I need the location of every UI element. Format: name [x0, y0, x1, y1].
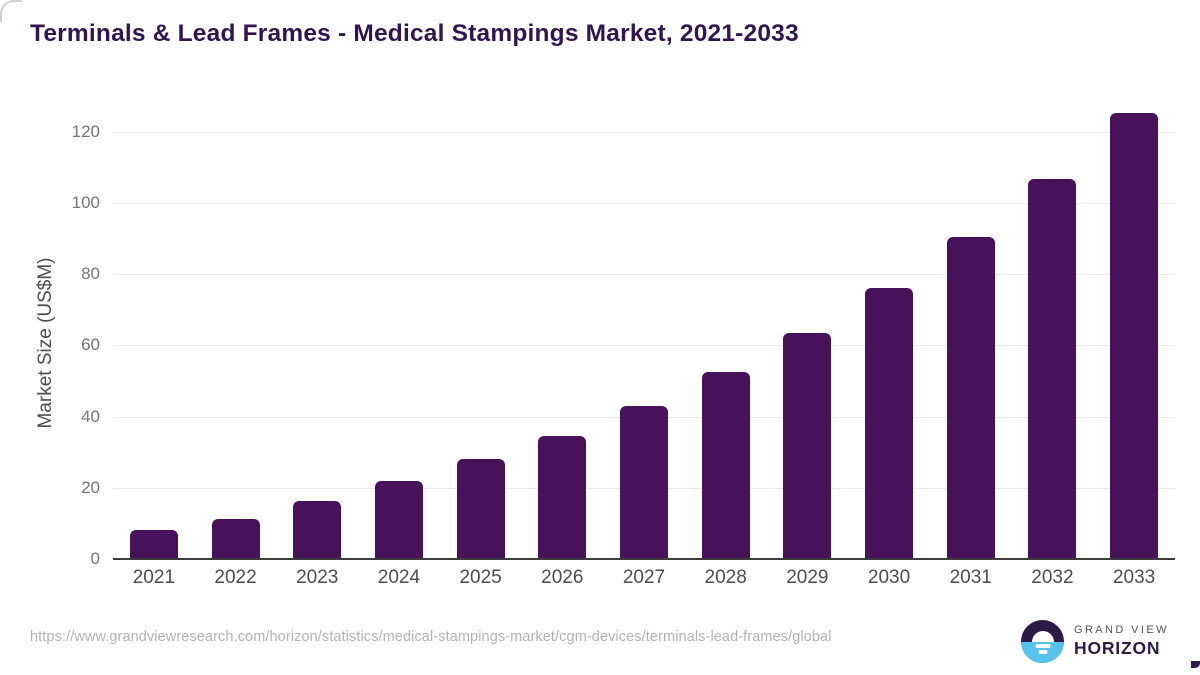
card-corner-border: [0, 0, 22, 22]
x-tick-label-2022: 2022: [214, 567, 257, 588]
x-tick-label-2027: 2027: [622, 567, 666, 588]
bar-slot-2027: [603, 96, 685, 559]
bar-slot-2031: [930, 96, 1012, 559]
bar-slot-2033: [1093, 96, 1175, 559]
bar-2033: [1110, 113, 1159, 559]
bar-slot-2029: [767, 96, 849, 559]
x-tick-label-2031: 2031: [949, 567, 992, 588]
logo-text-horizon: HORIZON: [1074, 638, 1161, 658]
gridline-60: [113, 345, 1175, 347]
x-tick-label-2023: 2023: [296, 567, 339, 588]
x-tick-label-2024: 2024: [377, 567, 421, 588]
bar-slot-2030: [848, 96, 930, 559]
x-tick-label-2025: 2025: [459, 567, 502, 588]
bar-slot-2025: [440, 96, 522, 559]
bar-slot-2024: [358, 96, 440, 559]
horizon-sunrise-icon: [1021, 620, 1064, 663]
reflection-line: [1038, 650, 1047, 654]
bar-2028: [701, 372, 750, 559]
bar-2025: [456, 459, 505, 559]
bar-2030: [865, 287, 914, 559]
x-tick-label-2021: 2021: [132, 567, 175, 588]
bar-2026: [538, 435, 587, 559]
reflection-line: [1035, 644, 1050, 648]
bar-2029: [783, 333, 832, 559]
y-tick-label-100: 100: [71, 192, 100, 212]
x-tick-label-2033: 2033: [1112, 567, 1156, 588]
bar-slot-2023: [276, 96, 358, 559]
bar-slot-2032: [1012, 96, 1094, 559]
gridline-120: [113, 131, 1175, 133]
x-tick-label-2032: 2032: [1031, 567, 1074, 588]
bar-slot-2022: [195, 96, 277, 559]
bar-slot-2021: [113, 96, 195, 559]
bar-2021: [129, 529, 178, 559]
bar-2023: [293, 500, 342, 559]
bar-slot-2026: [521, 96, 603, 559]
card-corner-mark: [1191, 661, 1200, 668]
y-tick-label-40: 40: [81, 406, 100, 426]
y-tick-label-20: 20: [81, 477, 100, 497]
source-url: https://www.grandviewresearch.com/horizo…: [30, 629, 832, 645]
gridline-80: [113, 274, 1175, 276]
x-tick-label-2028: 2028: [704, 567, 747, 588]
x-axis-tick-labels: 2021 2022 2023 2024 2025 2026 2027 2028 2029 2030…: [113, 567, 1175, 589]
y-tick-label-80: 80: [81, 264, 100, 284]
bar-2032: [1028, 178, 1077, 559]
y-tick-label-60: 60: [81, 335, 100, 355]
logo-text: GRAND VIEW HORIZON: [1074, 624, 1169, 659]
bar-2031: [946, 237, 995, 559]
x-axis-line: [113, 558, 1175, 560]
x-tick-label-2026: 2026: [541, 567, 584, 588]
y-axis-tick-labels: 0 20 40 60 80 100 120: [20, 96, 100, 568]
x-tick-label-2030: 2030: [867, 567, 911, 588]
gridline-100: [113, 202, 1175, 204]
bar-series: [113, 96, 1175, 559]
bar-2027: [619, 405, 668, 559]
y-tick-label-120: 120: [71, 121, 100, 141]
chart-title: Terminals & Lead Frames - Medical Stampi…: [30, 20, 799, 47]
x-tick-label-2029: 2029: [786, 567, 829, 588]
y-tick-label-0: 0: [90, 549, 100, 568]
bar-slot-2028: [685, 96, 767, 559]
logo-text-grand-view: GRAND VIEW: [1074, 624, 1169, 636]
plot-area: [113, 96, 1175, 560]
grand-view-horizon-logo: GRAND VIEW HORIZON: [1021, 620, 1169, 663]
bar-2024: [374, 481, 423, 559]
bar-2022: [211, 519, 260, 559]
